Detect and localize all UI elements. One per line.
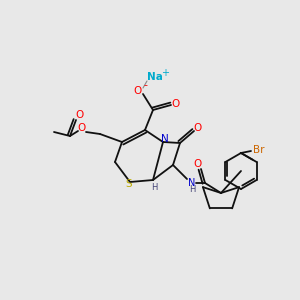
Text: N: N xyxy=(161,134,169,144)
Text: O: O xyxy=(172,99,180,109)
Text: O: O xyxy=(75,110,83,120)
Text: N: N xyxy=(188,178,196,188)
Text: S: S xyxy=(126,179,132,189)
Text: O: O xyxy=(77,123,85,133)
Text: -: - xyxy=(143,80,147,90)
Text: O: O xyxy=(194,123,202,133)
Text: O: O xyxy=(193,159,201,169)
Text: H: H xyxy=(151,184,157,193)
Text: H: H xyxy=(189,185,195,194)
Text: O: O xyxy=(134,86,142,96)
Text: Na: Na xyxy=(147,72,163,82)
Text: +: + xyxy=(161,68,169,78)
Text: Br: Br xyxy=(253,145,265,155)
